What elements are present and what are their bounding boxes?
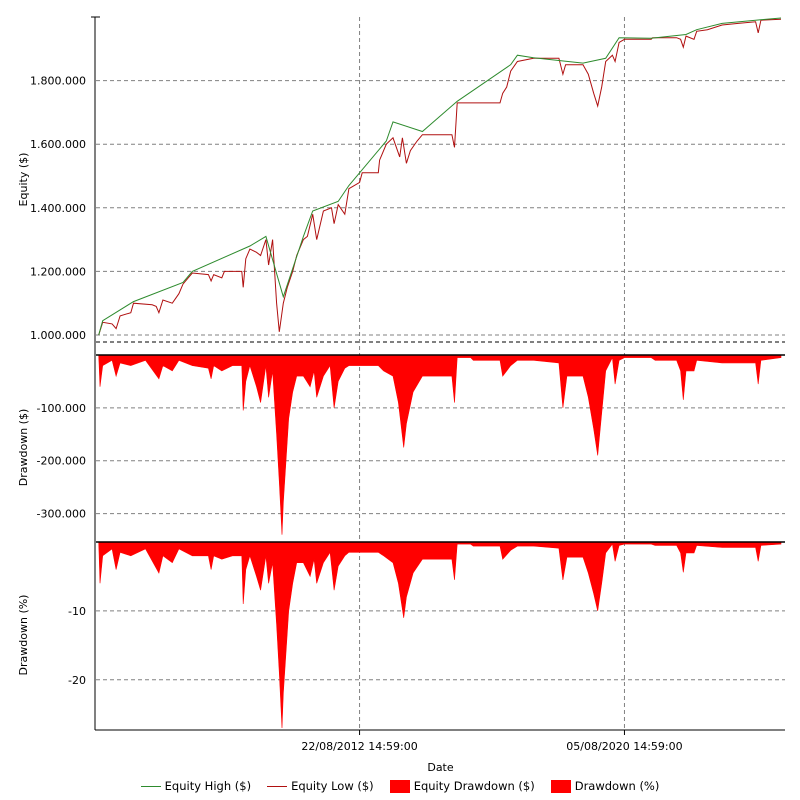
series-line-equity-high — [98, 17, 782, 336]
series-area-drawdown_usd — [98, 354, 782, 535]
y-tick-label: 1.200.000 — [30, 265, 86, 278]
y-axis-label: Drawdown (%) — [17, 595, 30, 676]
legend-item: Equity Low ($) — [267, 779, 374, 793]
y-axis-label: Equity ($) — [17, 153, 30, 207]
y-axis-label: Drawdown ($) — [17, 409, 30, 487]
panel-equity: 1.000.000 1.200.000 1.400.000 1.600.000 1.80… — [17, 17, 785, 343]
y-tick-label: -20 — [68, 674, 86, 687]
y-tick-label: -300.000 — [37, 508, 86, 521]
legend-label: Equity High ($) — [164, 779, 252, 793]
legend-item: Drawdown (%) — [550, 779, 660, 793]
chart-legend: Equity High ($) Equity Low ($) Equity Draw… — [0, 776, 800, 796]
x-tick-label: 05/08/2020 14:59:00 — [566, 740, 682, 753]
legend-swatch — [550, 779, 571, 793]
x-tick-label: 22/08/2012 14:59:00 — [301, 740, 417, 753]
panel-drawdown_usd: -100.000 -200.000 -300.000 Drawdown ($) — [17, 354, 785, 535]
y-tick-label: -10 — [68, 605, 86, 618]
legend-item: Equity Drawdown ($) — [389, 779, 535, 793]
series-area-drawdown_pct — [98, 541, 782, 729]
legend-swatch — [267, 785, 288, 787]
legend-label: Equity Drawdown ($) — [413, 779, 535, 793]
series-line-equity-low — [98, 18, 782, 336]
legend-label: Equity Low ($) — [291, 779, 374, 793]
x-axis-label: Date — [427, 761, 454, 774]
legend-item: Equity High ($) — [140, 779, 252, 793]
legend-label: Drawdown (%) — [574, 779, 660, 793]
y-tick-label: 1.400.000 — [30, 202, 86, 215]
panel-drawdown_pct: -10 -20 Drawdown (%) — [17, 541, 785, 729]
y-tick-label: 1.600.000 — [30, 138, 86, 151]
y-tick-label: -200.000 — [37, 455, 86, 468]
legend-swatch — [389, 779, 410, 793]
y-tick-label: 1.000.000 — [30, 329, 86, 342]
legend-swatch — [140, 785, 161, 787]
y-tick-label: 1.800.000 — [30, 75, 86, 88]
y-tick-label: -100.000 — [37, 402, 86, 415]
